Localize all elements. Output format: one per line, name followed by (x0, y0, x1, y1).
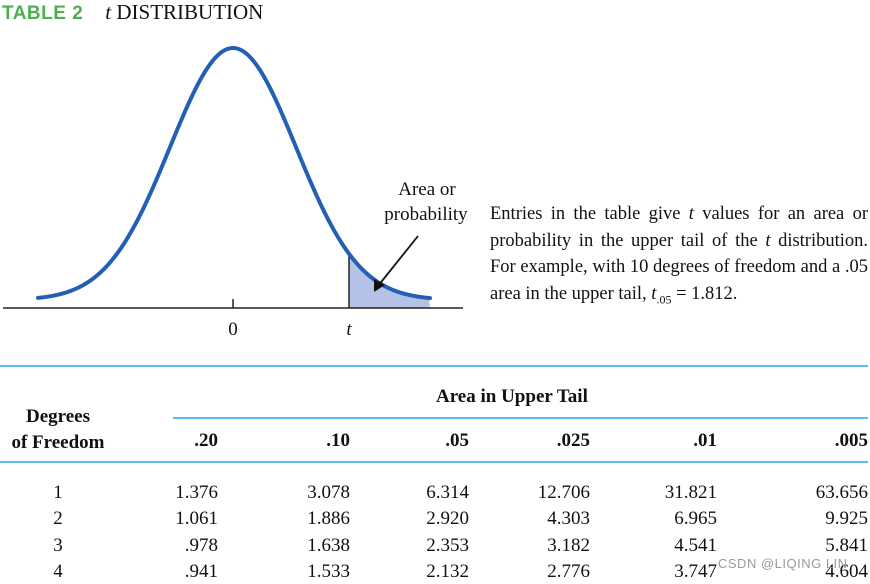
table-cell: .941 (184, 561, 218, 582)
table-description: Entries in the table give t values for a… (490, 201, 868, 313)
area-label-line1: Area or (398, 179, 456, 200)
density-curve (36, 46, 432, 301)
degrees-of-freedom-cell: 3 (53, 535, 63, 556)
upper-tail-area (349, 253, 430, 308)
area-pointer-line (377, 235, 419, 287)
table-cell: 12.706 (537, 482, 590, 503)
table-cell: 3.078 (307, 482, 350, 503)
degrees-of-freedom-header: Degrees of Freedom (2, 404, 114, 456)
table-title: TABLE 2 t DISTRIBUTION (2, 0, 263, 25)
column-header: .10 (326, 430, 350, 451)
table-name: t DISTRIBUTION (105, 0, 263, 24)
table-cell: 4.541 (674, 535, 717, 556)
column-header-rule (0, 461, 868, 463)
table-cell: 1.533 (307, 561, 350, 582)
column-header: .005 (834, 430, 868, 451)
desc-symbol: t (651, 283, 657, 304)
degrees-of-freedom-cell: 2 (53, 508, 63, 529)
area-label-line2: probability (384, 204, 468, 225)
table-cell: 9.925 (825, 508, 868, 529)
watermark: CSDN @LIQING LIN (718, 556, 848, 571)
desc-subscript: .05 (656, 292, 672, 307)
desc-part2: values for an area or probability in the… (490, 204, 868, 251)
column-header: .05 (445, 430, 469, 451)
desc-part3: distribution. For example, with 10 degre… (490, 230, 869, 304)
table-cell: 5.841 (825, 535, 868, 556)
table-name-rest: DISTRIBUTION (111, 0, 264, 24)
table-cell: 2.920 (426, 508, 469, 529)
area-header-rule (173, 417, 868, 419)
table-cell: 4.604 (825, 561, 868, 582)
table-cell: 63.656 (815, 482, 868, 503)
degrees-of-freedom-cell: 1 (53, 482, 63, 503)
table-number: TABLE 2 (2, 3, 84, 24)
table-cell: 4.303 (547, 508, 590, 529)
table-cell: 2.776 (547, 561, 590, 582)
dof-header-line2: of Freedom (11, 432, 105, 453)
table-name-italic: t (105, 0, 112, 24)
table-top-rule (0, 365, 868, 367)
table-cell: 1.376 (175, 482, 218, 503)
zero-label: 0 (228, 319, 238, 340)
desc-italic2: t (765, 230, 771, 251)
column-header: .01 (693, 430, 717, 451)
table-cell: 3.747 (674, 561, 717, 582)
area-upper-tail-header: Area in Upper Tail (436, 386, 588, 407)
table-cell: 3.182 (547, 535, 590, 556)
column-header: .025 (556, 430, 590, 451)
table-cell: 1.061 (175, 508, 218, 529)
table-cell: 2.132 (426, 561, 469, 582)
desc-part4: = 1.812. (671, 283, 738, 304)
table-cell: 6.314 (426, 482, 469, 503)
desc-italic1: t (688, 204, 694, 224)
table-cell: 1.638 (307, 535, 350, 556)
table-cell: .978 (184, 535, 218, 556)
table-cell: 2.353 (426, 535, 469, 556)
area-pointer-arrowhead (374, 279, 385, 292)
column-header: .20 (194, 430, 218, 451)
t-distribution-figure: Area or probability 0 t (3, 46, 468, 340)
degrees-of-freedom-cell: 4 (53, 561, 63, 582)
desc-part1: Entries in the table give (490, 204, 689, 224)
t-label: t (346, 319, 352, 340)
table-cell: 1.886 (307, 508, 350, 529)
dof-header-line1: Degrees (25, 406, 90, 427)
table-cell: 31.821 (664, 482, 717, 503)
table-cell: 6.965 (674, 508, 717, 529)
